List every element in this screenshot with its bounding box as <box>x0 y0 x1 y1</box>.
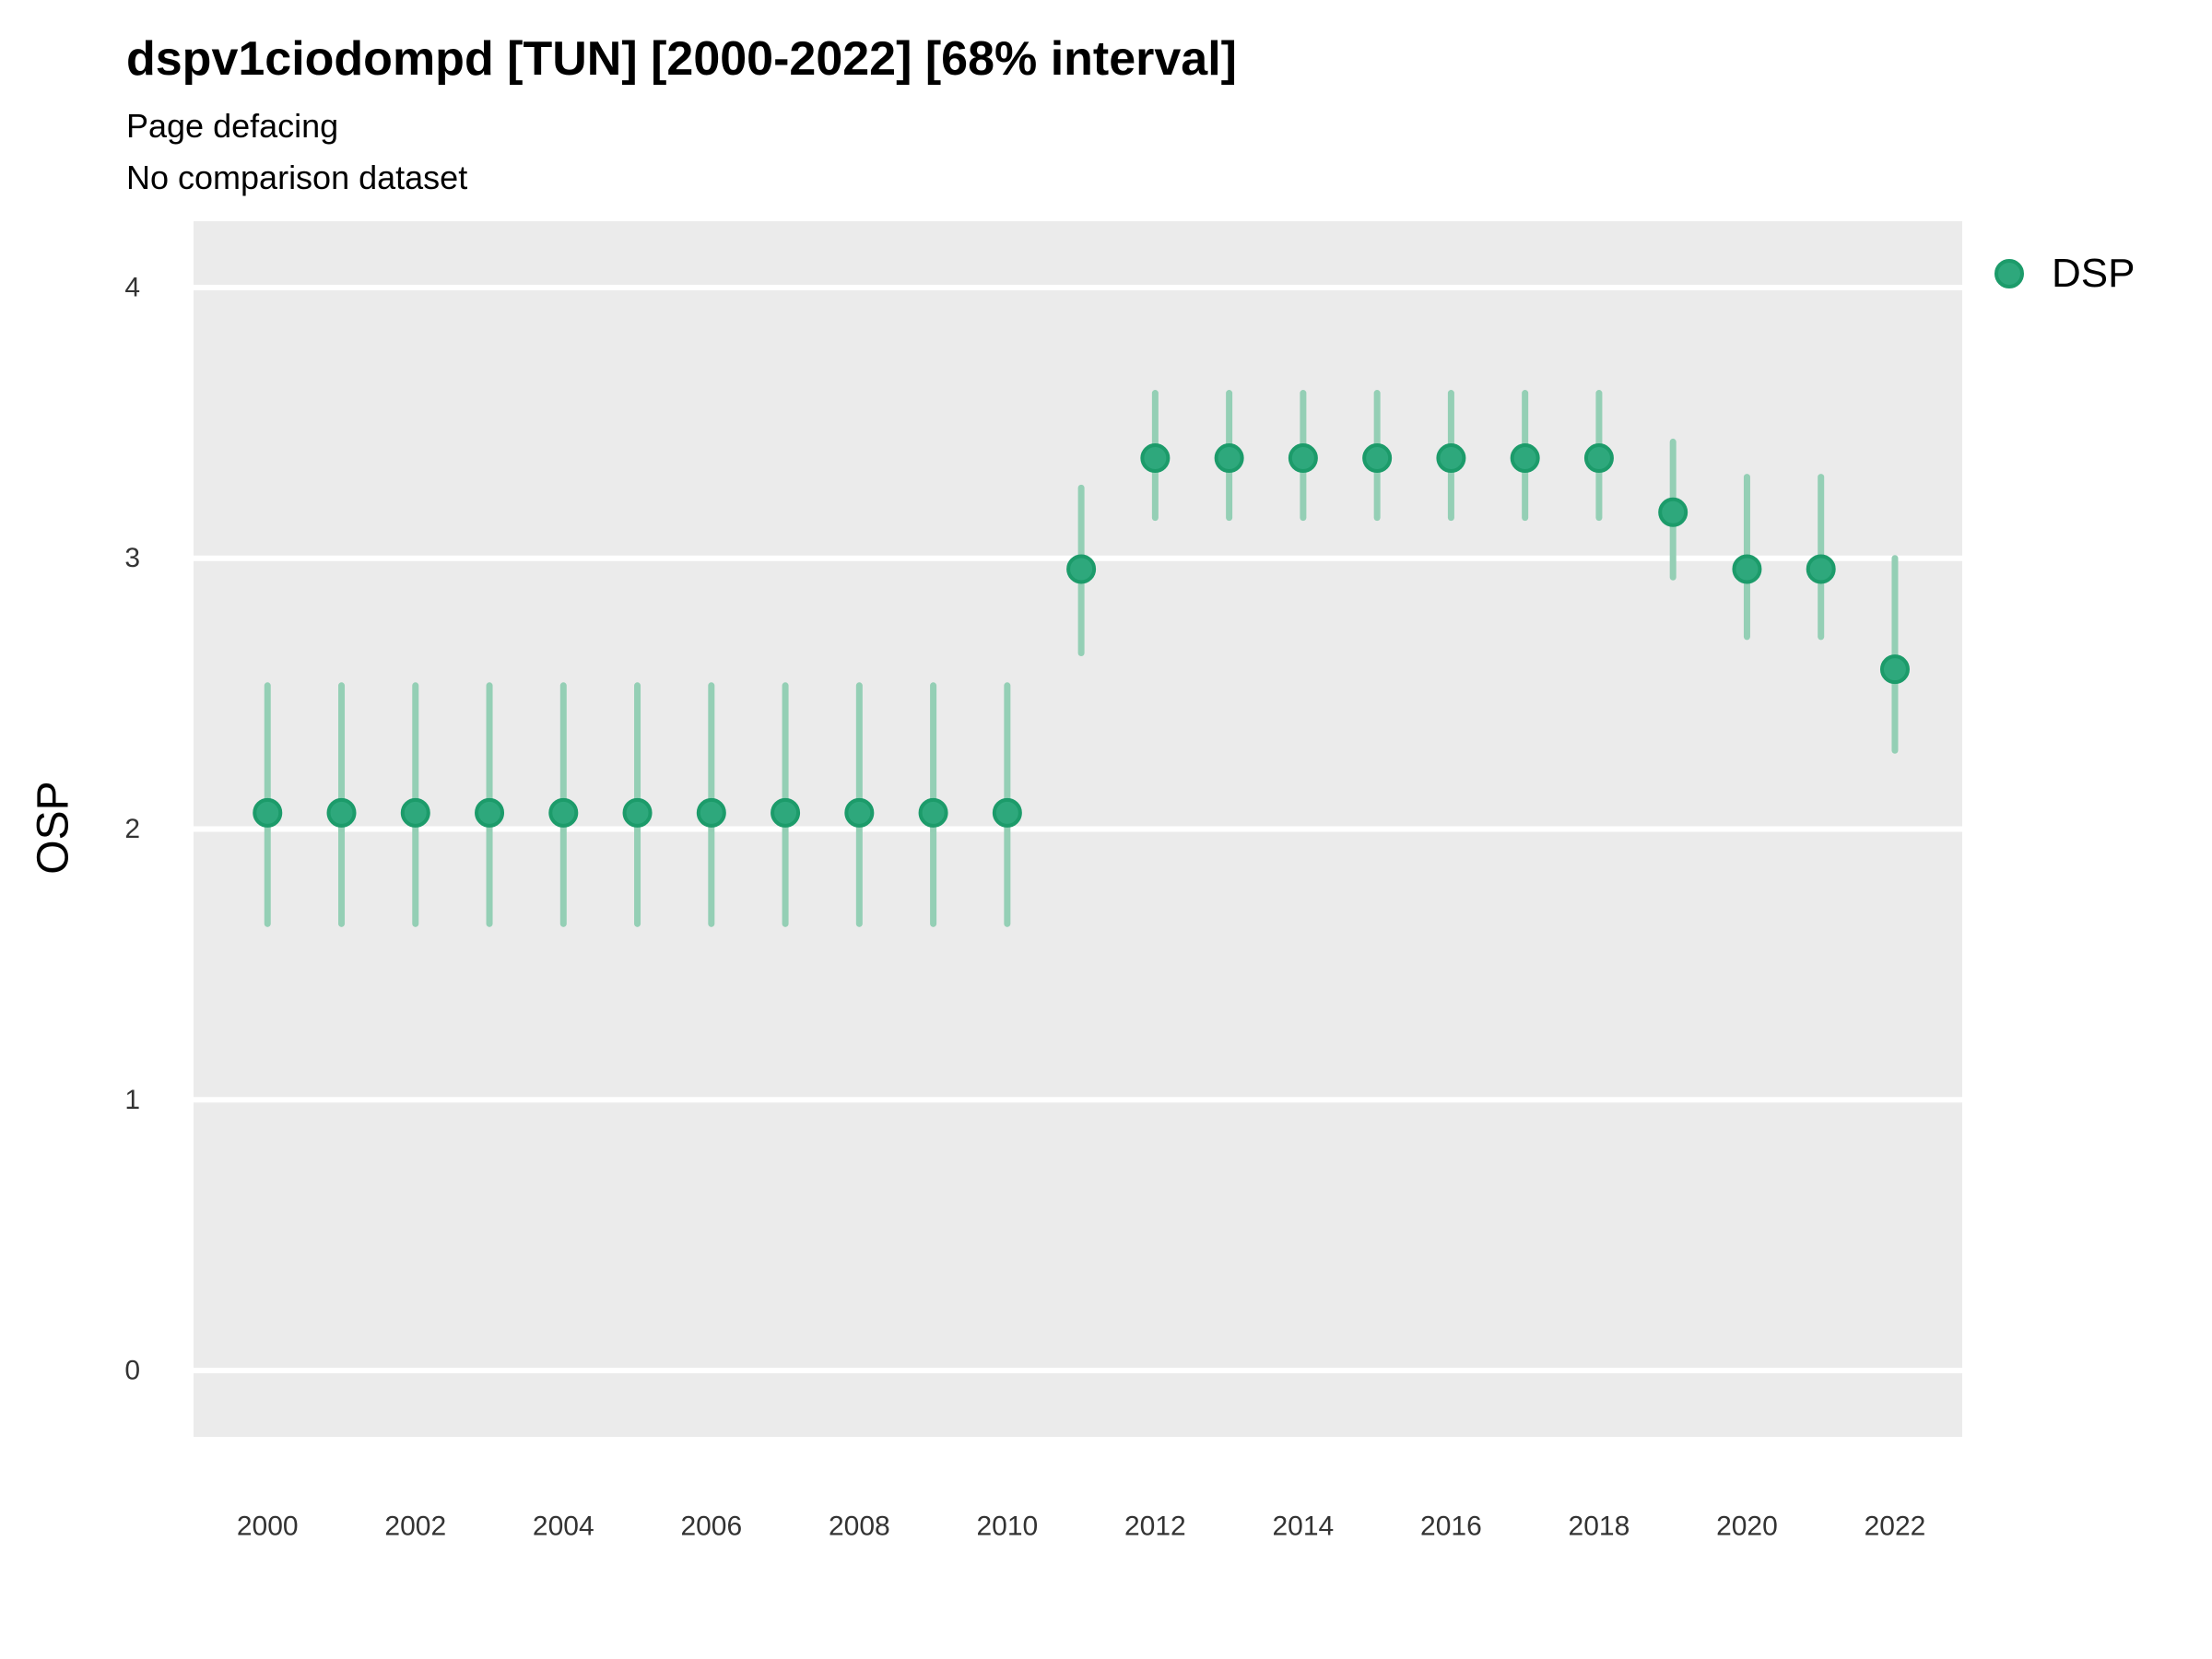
data-point-2014 <box>1288 443 1318 474</box>
data-point-2001 <box>326 797 357 828</box>
x-tick-label-2004: 2004 <box>533 1512 594 1542</box>
data-point-2015 <box>1362 443 1393 474</box>
data-point-2002 <box>400 797 430 828</box>
data-point-2013 <box>1214 443 1244 474</box>
data-point-2005 <box>622 797 653 828</box>
data-point-2010 <box>992 797 1022 828</box>
x-tick-label-2010: 2010 <box>976 1512 1038 1542</box>
legend-point-icon <box>1994 259 2024 288</box>
data-point-2011 <box>1066 554 1097 584</box>
data-point-2004 <box>548 797 579 828</box>
x-tick-label-2016: 2016 <box>1420 1512 1482 1542</box>
x-tick-label-2022: 2022 <box>1865 1512 1926 1542</box>
x-tick-label-2008: 2008 <box>829 1512 890 1542</box>
data-point-2008 <box>844 797 875 828</box>
comparison-note: No comparison dataset <box>126 159 468 196</box>
data-point-2009 <box>918 797 948 828</box>
x-tick-label-2012: 2012 <box>1124 1512 1186 1542</box>
y-tick-label-1: 1 <box>124 1085 140 1115</box>
data-point-2000 <box>253 797 283 828</box>
data-point-2017 <box>1510 443 1540 474</box>
y-axis-title: OSP <box>29 781 78 875</box>
y-tick-label-3: 3 <box>124 543 140 573</box>
data-point-2012 <box>1140 443 1171 474</box>
y-tick-label-2: 2 <box>124 814 140 844</box>
x-tick-label-2006: 2006 <box>680 1512 742 1542</box>
y-tick-label-0: 0 <box>124 1356 140 1386</box>
data-point-2006 <box>696 797 726 828</box>
chart-title: dspv1ciodompd [TUN] [2000-2022] [68% int… <box>126 32 1237 86</box>
data-point-2019 <box>1658 497 1688 527</box>
y-tick-label-4: 4 <box>124 272 140 302</box>
data-point-2021 <box>1806 554 1836 584</box>
data-point-2020 <box>1732 554 1762 584</box>
chart-subtitle: Page defacing <box>126 107 339 145</box>
data-point-2007 <box>771 797 801 828</box>
legend-label: DSP <box>2052 251 2136 296</box>
x-tick-label-2018: 2018 <box>1569 1512 1630 1542</box>
x-tick-label-2000: 2000 <box>237 1512 299 1542</box>
x-tick-label-2014: 2014 <box>1273 1512 1335 1542</box>
legend: DSP <box>1989 251 2135 297</box>
data-point-2018 <box>1583 443 1614 474</box>
data-point-2016 <box>1436 443 1466 474</box>
data-point-2022 <box>1879 654 1910 685</box>
x-tick-label-2002: 2002 <box>384 1512 446 1542</box>
data-point-2003 <box>475 797 505 828</box>
x-tick-label-2020: 2020 <box>1716 1512 1778 1542</box>
